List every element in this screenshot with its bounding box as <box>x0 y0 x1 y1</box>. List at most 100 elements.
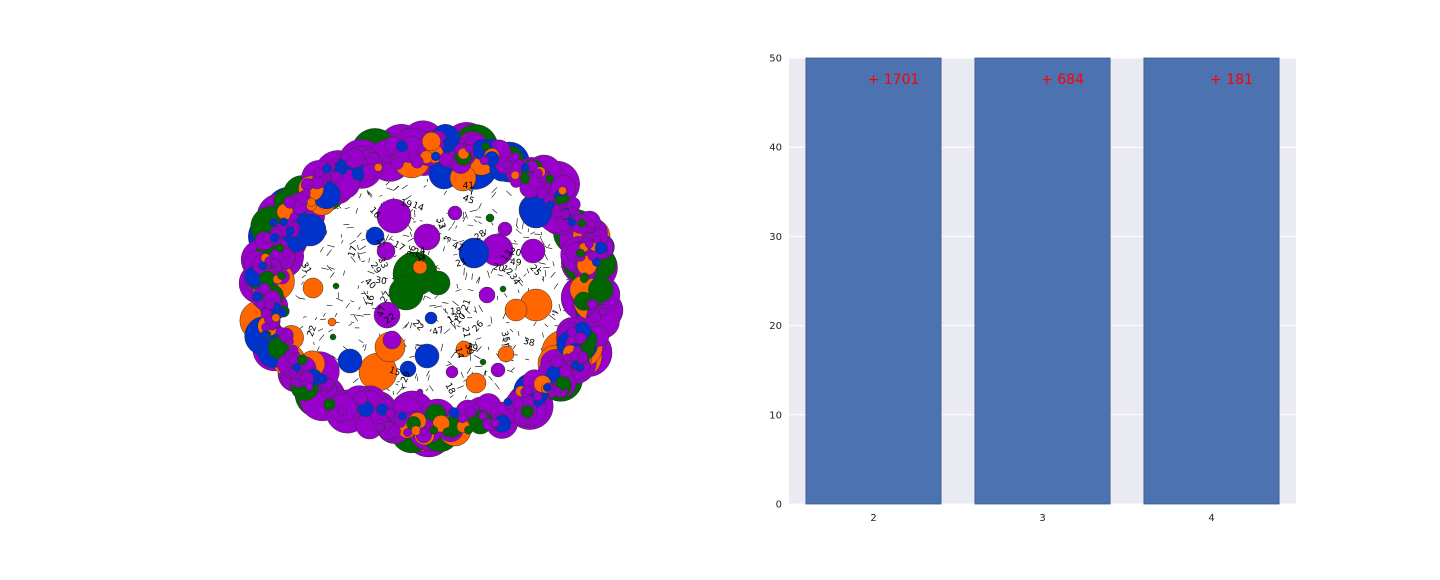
graph-node <box>568 218 576 226</box>
graph-edge <box>417 377 418 382</box>
graph-node <box>449 408 459 418</box>
graph-node <box>521 405 534 418</box>
graph-node <box>417 389 423 395</box>
graph-edge <box>488 271 490 278</box>
graph-node <box>567 327 576 336</box>
bar-annotation: + 1701 <box>868 72 920 88</box>
graph-node <box>341 153 349 161</box>
graph-node <box>559 187 567 195</box>
graph-node <box>491 363 505 377</box>
graph-edge <box>470 210 478 212</box>
graph-edge <box>341 234 342 237</box>
graph-edge <box>301 282 303 285</box>
graph-edge <box>359 307 361 310</box>
graph-edge <box>511 244 517 245</box>
graph-node <box>590 312 601 323</box>
graph-edge <box>518 290 519 293</box>
graph-node <box>464 426 472 434</box>
graph-node <box>386 409 395 418</box>
graph-node <box>578 219 586 227</box>
graph-node <box>568 207 576 215</box>
graph-node <box>425 312 437 324</box>
graph-node <box>505 299 527 321</box>
graph-node <box>446 366 458 378</box>
graph-edge <box>423 295 425 300</box>
y-tick-label: 10 <box>769 410 782 421</box>
graph-edge <box>478 222 481 224</box>
graph-node <box>391 157 403 169</box>
graph-edge <box>428 375 430 380</box>
y-tick-label: 0 <box>776 500 782 511</box>
graph-node <box>286 227 295 236</box>
graph-edge <box>546 247 552 248</box>
graph-edge <box>559 304 561 311</box>
graph-edge <box>540 236 541 239</box>
graph-edge <box>446 364 450 365</box>
bar-annotation: + 181 <box>1210 72 1253 88</box>
graph-node <box>439 153 453 167</box>
bar <box>975 58 1110 504</box>
graph-node <box>330 171 342 183</box>
graph-edge <box>476 338 481 340</box>
graph-node <box>398 412 406 420</box>
graph-node <box>486 214 494 222</box>
graph-edge <box>450 395 454 398</box>
graph-node <box>422 132 441 151</box>
bar-annotation: + 684 <box>1041 72 1084 88</box>
graph-node <box>303 278 323 298</box>
graph-node <box>443 138 452 147</box>
graph-node <box>262 323 270 331</box>
graph-edge <box>463 212 464 219</box>
graph-edge <box>445 308 446 312</box>
graph-edge <box>475 217 481 218</box>
graph-edge <box>514 240 516 242</box>
graph-node <box>554 388 562 396</box>
graph-edge <box>548 244 550 247</box>
graph-edge <box>424 185 427 187</box>
graph-edge <box>475 366 483 367</box>
graph-edge <box>498 275 503 276</box>
graph-node <box>573 346 581 354</box>
graph-node-label: 47 <box>431 325 445 338</box>
graph-edge <box>327 245 334 247</box>
graph-edge <box>338 292 339 298</box>
graph-edge <box>457 386 464 389</box>
graph-node <box>259 262 267 270</box>
x-tick-label: 4 <box>1208 513 1214 524</box>
graph-node <box>362 149 370 157</box>
graph-edge <box>386 182 389 185</box>
graph-edge <box>319 334 324 340</box>
graph-edge <box>455 289 461 291</box>
graph-edge <box>350 240 356 244</box>
bar <box>806 58 941 504</box>
graph-edge <box>318 329 323 331</box>
graph-node <box>302 189 310 197</box>
graph-node-label: 35 <box>498 330 510 344</box>
graph-node <box>298 374 306 382</box>
graph-node <box>307 198 316 207</box>
graph-edge <box>349 324 352 326</box>
graph-edge <box>554 284 558 289</box>
graph-node <box>426 271 450 295</box>
graph-node-label: 38 <box>522 337 536 349</box>
graph-node <box>278 308 286 316</box>
graph-node <box>512 153 520 161</box>
graph-node-label: 3 <box>443 235 454 244</box>
graph-node <box>280 218 288 226</box>
graph-edge <box>461 372 463 378</box>
graph-node <box>580 275 588 283</box>
graph-node <box>314 168 324 178</box>
graph-edge <box>545 324 548 326</box>
graph-node <box>420 427 428 435</box>
graph-node <box>443 428 452 437</box>
graph-edge <box>344 271 345 276</box>
graph-edge <box>453 254 457 255</box>
graph-edge <box>369 258 370 263</box>
graph-node <box>466 373 486 393</box>
graph-edge <box>510 329 513 332</box>
graph-edge <box>335 313 337 317</box>
graph-node <box>551 355 563 367</box>
graph-node <box>403 428 411 436</box>
graph-node-label: 22 <box>306 324 319 338</box>
